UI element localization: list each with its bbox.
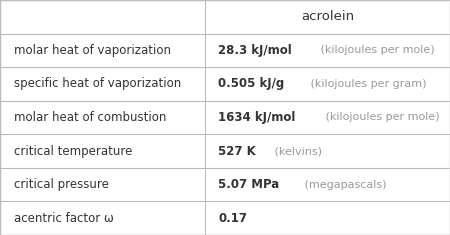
Text: 527 K: 527 K: [218, 145, 256, 158]
Text: specific heat of vaporization: specific heat of vaporization: [14, 77, 181, 90]
Text: (kilojoules per gram): (kilojoules per gram): [307, 79, 427, 89]
Text: acentric factor ω: acentric factor ω: [14, 212, 113, 225]
Text: critical pressure: critical pressure: [14, 178, 108, 191]
Text: 0.17: 0.17: [218, 212, 247, 225]
Text: molar heat of vaporization: molar heat of vaporization: [14, 44, 171, 57]
Text: 1634 kJ/mol: 1634 kJ/mol: [218, 111, 296, 124]
Text: 0.505 kJ/g: 0.505 kJ/g: [218, 77, 284, 90]
Text: (megapascals): (megapascals): [301, 180, 387, 190]
Text: (kelvins): (kelvins): [270, 146, 322, 156]
Text: (kilojoules per mole): (kilojoules per mole): [322, 113, 439, 122]
Text: acrolein: acrolein: [301, 10, 354, 23]
Text: critical temperature: critical temperature: [14, 145, 132, 158]
Text: (kilojoules per mole): (kilojoules per mole): [317, 45, 435, 55]
Text: 5.07 MPa: 5.07 MPa: [218, 178, 279, 191]
Text: molar heat of combustion: molar heat of combustion: [14, 111, 166, 124]
Text: 28.3 kJ/mol: 28.3 kJ/mol: [218, 44, 292, 57]
